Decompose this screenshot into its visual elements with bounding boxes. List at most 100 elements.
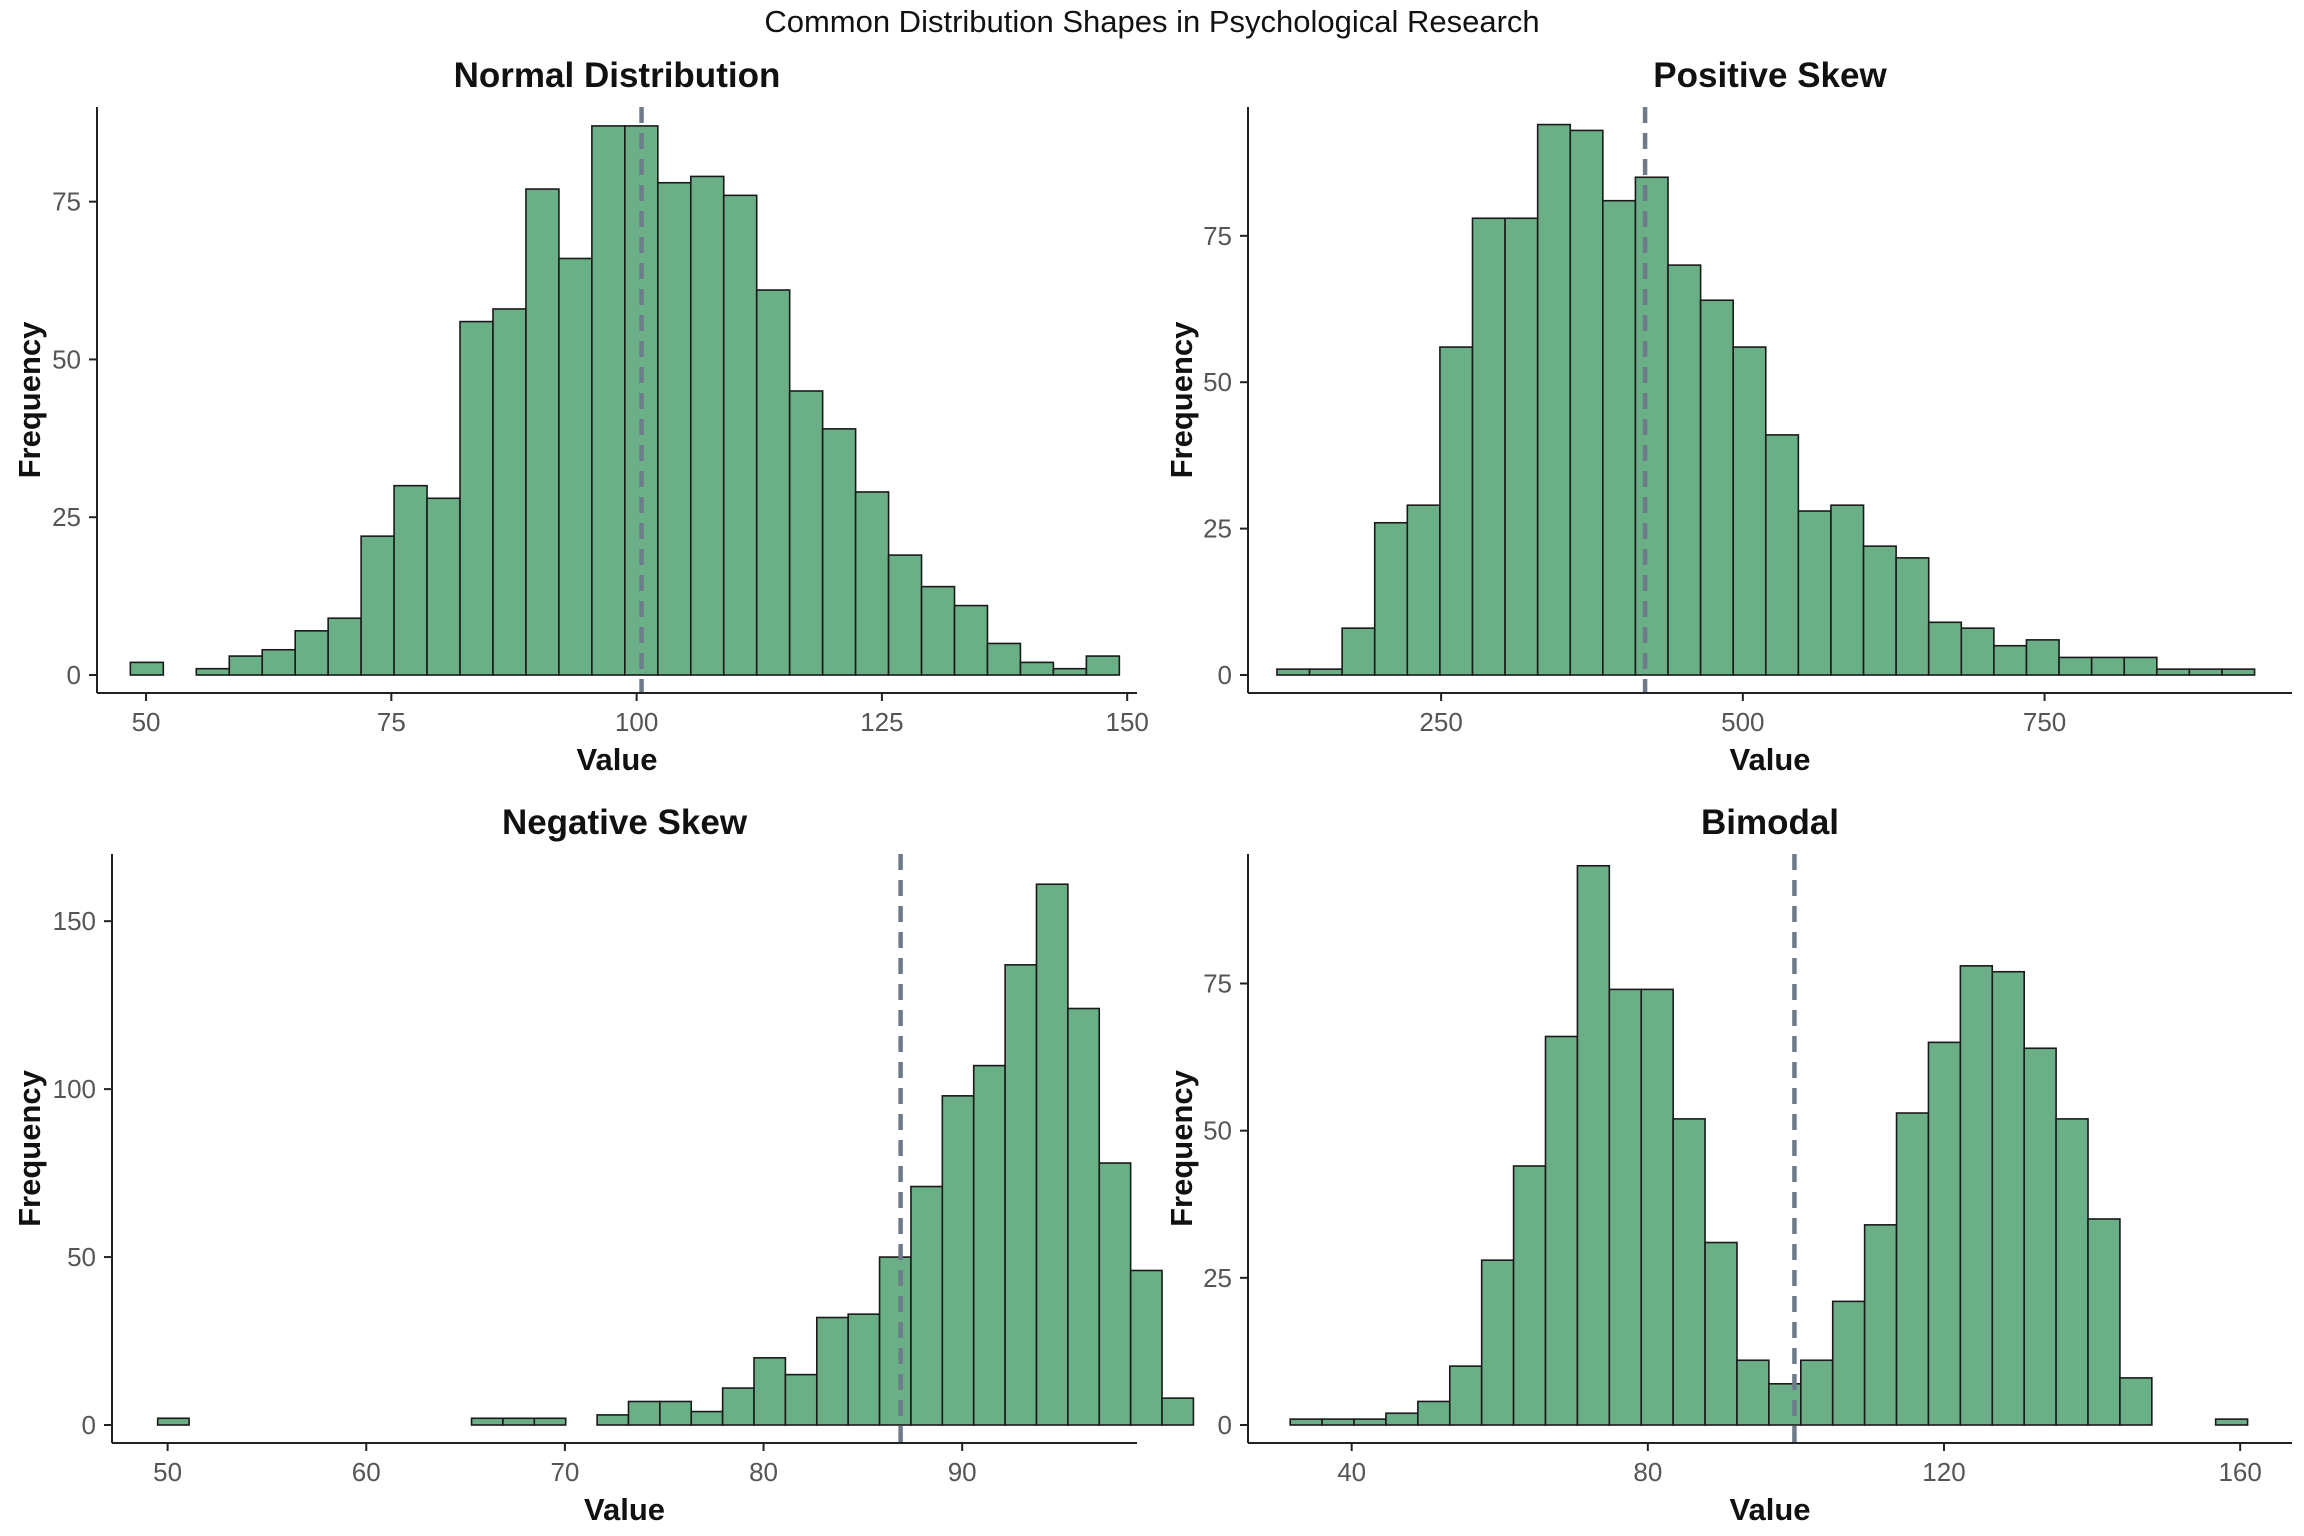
- histogram-bar: [1085, 655, 1121, 676]
- histogram-bar: [887, 554, 923, 676]
- x-tick-label: 500: [1721, 707, 1764, 737]
- y-tick-label: 75: [1203, 969, 1232, 999]
- x-axis-label: Value: [584, 1492, 665, 1527]
- histogram-bar: [533, 1417, 567, 1426]
- x-tick-label: 100: [615, 707, 658, 737]
- histogram-bar: [941, 1095, 975, 1426]
- histogram-bar: [1480, 1259, 1515, 1426]
- y-axis-label: Frequency: [12, 321, 47, 479]
- histogram-bar: [1161, 1397, 1195, 1426]
- histogram-bar: [1512, 1165, 1547, 1426]
- histogram-bar: [1634, 176, 1669, 676]
- y-tick-label: 50: [52, 344, 81, 374]
- y-axis-label: Frequency: [12, 1069, 47, 1227]
- x-tick-label: 150: [1105, 707, 1148, 737]
- histogram-bar: [1764, 434, 1800, 676]
- x-tick-label: 80: [1633, 1457, 1662, 1487]
- histogram-bar: [1895, 1112, 1930, 1426]
- histogram-bar: [525, 188, 560, 676]
- histogram-bar: [1960, 627, 1995, 676]
- histogram-bar: [1098, 1162, 1132, 1426]
- histogram-bar: [755, 289, 791, 676]
- histogram-bar: [1831, 1300, 1866, 1426]
- panel-title: Bimodal: [1701, 803, 1839, 842]
- histogram-bar: [558, 257, 593, 676]
- x-tick-label: 50: [132, 707, 161, 737]
- histogram-bar: [722, 194, 758, 676]
- histogram-bar: [1067, 1007, 1101, 1426]
- x-tick-label: 60: [352, 1457, 381, 1487]
- y-tick-label: 25: [1203, 514, 1232, 544]
- histogram-bar: [1544, 1035, 1579, 1426]
- histogram-bar: [1385, 1412, 1419, 1426]
- histogram-bar: [1736, 1359, 1770, 1426]
- x-tick-label: 70: [550, 1457, 579, 1487]
- histogram-bar: [1959, 965, 1994, 1426]
- panel-title: Normal Distribution: [454, 56, 781, 95]
- histogram-bar: [426, 497, 461, 676]
- histogram-bar: [659, 1400, 693, 1426]
- histogram-bar: [393, 484, 428, 676]
- histogram-bar: [2090, 656, 2126, 676]
- histogram-bar: [2156, 668, 2191, 676]
- histogram-bar: [1927, 621, 1963, 676]
- y-tick-label: 0: [67, 660, 81, 690]
- histogram-bar: [1862, 545, 1897, 676]
- histogram-bar: [327, 617, 362, 676]
- y-tick-label: 150: [53, 906, 96, 936]
- histogram-bar: [1019, 661, 1055, 676]
- y-axis-label: Frequency: [1164, 321, 1199, 479]
- histogram-bar: [1797, 510, 1832, 676]
- histogram-bar: [2221, 668, 2256, 676]
- histogram-bar: [815, 1316, 849, 1426]
- y-axis-label: Frequency: [1164, 1069, 1199, 1227]
- histogram-bar: [2023, 1047, 2057, 1426]
- y-tick-label: 75: [1203, 221, 1232, 251]
- histogram-bar: [1993, 644, 2028, 676]
- histogram-bar: [1504, 217, 1539, 676]
- histogram-bar: [294, 630, 329, 676]
- x-tick-label: 90: [948, 1457, 977, 1487]
- histogram-bar: [1602, 199, 1637, 676]
- histogram-bar: [492, 308, 527, 676]
- y-tick-label: 100: [53, 1074, 96, 1104]
- histogram-bar: [847, 1313, 881, 1426]
- x-tick-label: 50: [153, 1457, 182, 1487]
- histogram-bar: [459, 320, 494, 676]
- y-tick-label: 75: [52, 187, 81, 217]
- histogram-bar: [360, 535, 395, 676]
- histogram-bar: [1800, 1359, 1834, 1426]
- histogram-bar: [1576, 864, 1611, 1426]
- histogram-bar: [1406, 504, 1441, 676]
- histogram-bar: [910, 1185, 944, 1426]
- histogram-bar: [1569, 129, 1604, 676]
- histogram-bar: [1004, 964, 1038, 1426]
- x-tick-label: 80: [749, 1457, 778, 1487]
- histogram-bar: [1699, 299, 1734, 676]
- histogram-bar: [1672, 1118, 1706, 1426]
- y-tick-label: 0: [1218, 1410, 1232, 1440]
- histogram-bar: [1895, 557, 1930, 676]
- histogram-bar: [784, 1373, 818, 1426]
- histogram-bar: [2214, 1418, 2249, 1426]
- histogram-bar: [1353, 1418, 1387, 1426]
- x-tick-label: 75: [377, 707, 406, 737]
- histogram-bar: [821, 428, 857, 676]
- histogram-bar: [953, 604, 989, 676]
- histogram-bar: [1830, 504, 1865, 676]
- x-tick-label: 750: [2023, 707, 2066, 737]
- histogram-bar: [1035, 883, 1069, 1426]
- histogram-bar: [1471, 217, 1506, 676]
- y-tick-label: 25: [52, 502, 81, 532]
- histogram-bar: [690, 1410, 724, 1426]
- x-tick-label: 120: [1922, 1457, 1965, 1487]
- histogram-bar: [1927, 1041, 1962, 1426]
- x-tick-label: 40: [1337, 1457, 1366, 1487]
- histogram-bar: [2055, 1118, 2089, 1426]
- histogram-bar: [261, 648, 296, 676]
- histogram-bar: [2087, 1218, 2121, 1426]
- histogram-bar: [1321, 1418, 1355, 1426]
- histogram-bar: [502, 1417, 536, 1426]
